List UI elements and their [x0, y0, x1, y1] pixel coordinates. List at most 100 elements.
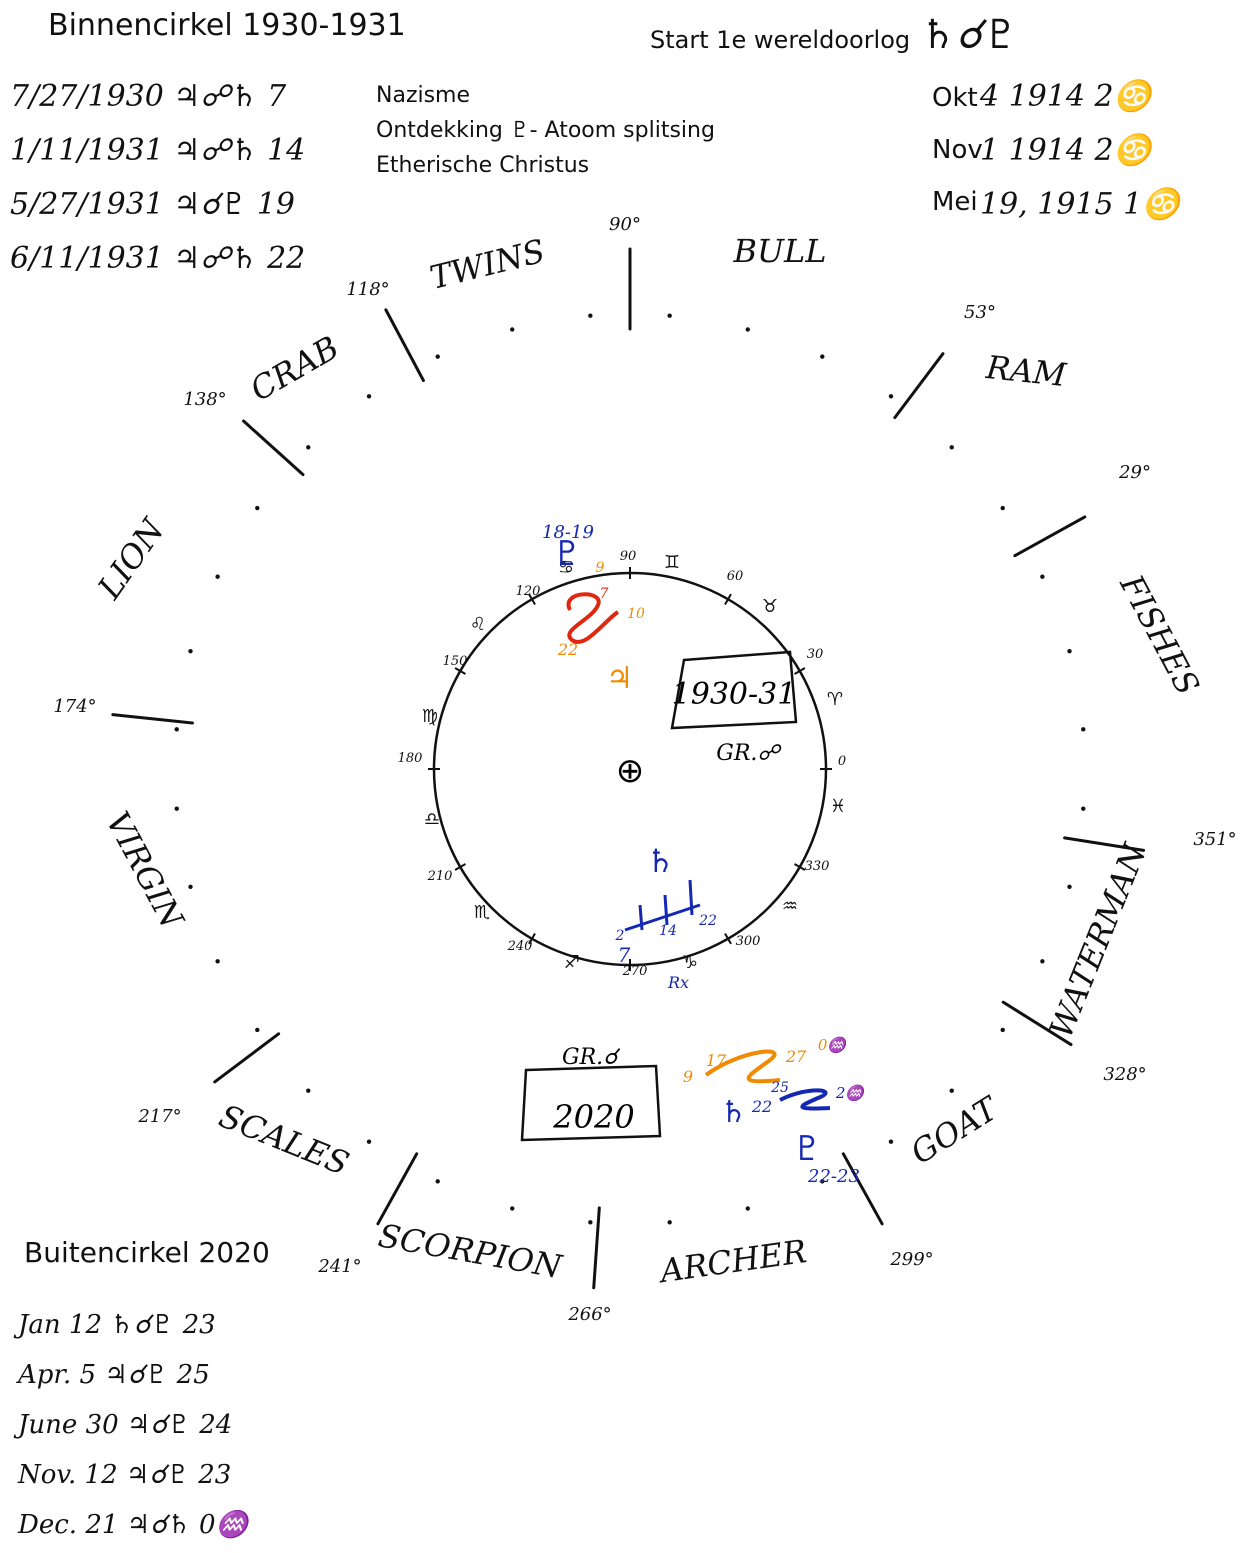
- inner-degree-label: 90: [620, 549, 637, 564]
- inner-sign-icon: ♌: [470, 614, 486, 635]
- inner-bottom-number: 2: [615, 928, 625, 944]
- ring-dot: [306, 445, 311, 450]
- outer-jupiter-number: 0♒: [818, 1036, 850, 1054]
- ring-dot: [820, 354, 825, 359]
- inner-degree-label: 120: [516, 584, 541, 599]
- inner-aspect-list: 7/27/1930 ♃☍♄ 7 1/11/1931 ♃☍♄ 14 5/27/19…: [10, 70, 305, 286]
- sign-boundary-line: [384, 308, 425, 383]
- sign-boundary-line: [592, 1206, 601, 1290]
- month-nov: Nov: [932, 135, 983, 165]
- ring-dot: [949, 1088, 954, 1093]
- outer-aspect-row: June 30 ♃☌♇ 24: [18, 1410, 233, 1440]
- month-mei: Mei: [932, 187, 978, 217]
- sign-boundary-line: [1013, 515, 1087, 558]
- inner-aspect-row: 1/11/1931 ♃☍♄ 14: [10, 133, 306, 168]
- zodiac-sign-labels: BULL TWINS CRAB RAM LION FISHES VIRGIN WATERMAN…: [90, 232, 1207, 1291]
- inner-saturn-loops: [624, 879, 701, 932]
- ring-dot: [667, 1220, 672, 1225]
- inner-sign-glyphs: ♊ ♉ ♋ ♌ ♈ ♍ ♓ ♎ ♒ ♏ ♑ ♐: [422, 552, 846, 973]
- outer-degree-label: 118°: [346, 279, 389, 300]
- inner-degree-label: 180: [398, 751, 423, 766]
- inner-top-number: 10: [627, 606, 645, 622]
- sign-boundary-line: [242, 419, 305, 477]
- outer-year-label: 2020: [552, 1098, 634, 1136]
- inner-bottom-numbers: 2 14 22 7: [615, 913, 717, 967]
- outer-degree-label: 90°: [609, 214, 641, 235]
- ring-dot: [174, 727, 179, 732]
- inner-tick: [454, 667, 466, 675]
- inner-sign-icon: ♒: [782, 896, 798, 917]
- inner-year-label: 1930-31: [672, 677, 797, 712]
- outer-aspect-list: Jan 12 ♄☌♇ 23 Apr. 5 ♃☌♇ 25 June 30 ♃☌♇ …: [18, 1300, 248, 1550]
- ring-dot: [888, 394, 894, 399]
- sign-label: FISHES: [1112, 568, 1207, 701]
- sign-label: GOAT: [904, 1088, 1007, 1172]
- inner-tick: [724, 933, 732, 945]
- inner-aspect-row: 6/11/1931 ♃☍♄ 22: [10, 241, 306, 276]
- inner-circle-ticks: [428, 567, 832, 971]
- outer-degree-label: 138°: [183, 389, 226, 410]
- inner-degree-label: 210: [427, 869, 453, 884]
- ring-dot: [888, 1139, 894, 1144]
- inner-sign-icon: ♓: [830, 796, 846, 817]
- ring-dot: [215, 574, 220, 579]
- inner-tick: [528, 593, 536, 605]
- sign-label: TWINS: [426, 232, 549, 297]
- wwi-date-row: 19, 1915 1♋: [980, 187, 1180, 222]
- ring-dot: [1040, 959, 1045, 964]
- inner-sign-icon: ♉: [762, 596, 778, 617]
- sign-boundary-line: [893, 352, 945, 420]
- inner-degree-label: 150: [443, 654, 468, 669]
- inner-sign-icon: ♈: [827, 689, 843, 710]
- outer-aspect-row: Apr. 5 ♃☌♇ 25: [18, 1360, 210, 1390]
- saturn-icon: ♄: [646, 842, 675, 880]
- ring-dot: [1000, 505, 1005, 511]
- sign-label: CRAB: [244, 328, 345, 409]
- outer-sign-boundaries: [111, 247, 1146, 1290]
- outer-degree-label: 241°: [317, 1256, 361, 1277]
- inner-degree-label: 330: [805, 859, 830, 874]
- inner-aspect-row: 5/27/1931 ♃☌♇ 19: [10, 187, 295, 222]
- outer-aspect-row: Dec. 21 ♃☌♄ 0♒: [18, 1510, 248, 1540]
- ring-dot: [255, 1027, 260, 1033]
- sign-boundary-line: [376, 1152, 419, 1226]
- ring-dot: [255, 505, 260, 511]
- sign-boundary-line: [111, 713, 194, 725]
- jupiter-icon: ♃: [606, 661, 633, 696]
- inner-sign-icon: ♑: [682, 952, 698, 973]
- outer-pluto-icon: ♇: [792, 1129, 822, 1169]
- outer-jupiter-loop: [704, 1049, 781, 1084]
- event-etheric-christ: Etherische Christus: [376, 153, 590, 178]
- wwi-date-row: 1 1914 2♋: [980, 133, 1151, 168]
- outer-saturn-number: 22: [751, 1097, 772, 1116]
- inner-bottom-number: 7: [618, 943, 631, 967]
- outer-saturn-loop: [779, 1088, 831, 1111]
- inner-sign-icon: ♋: [558, 557, 574, 578]
- inner-top-number: 22: [557, 640, 578, 659]
- ring-dot: [1081, 806, 1086, 811]
- outer-saturn-number: 2♒: [835, 1084, 868, 1102]
- inner-year-box: [670, 650, 798, 730]
- sign-boundary-line: [213, 1032, 281, 1084]
- sign-boundary-line: [1063, 836, 1146, 852]
- event-nazism: Nazisme: [376, 83, 471, 108]
- sign-boundary-line: [1001, 1000, 1073, 1047]
- outer-saturn-icon: ♄: [720, 1095, 747, 1130]
- sign-label: WATERMAN: [1042, 838, 1155, 1044]
- inner-tick: [454, 863, 466, 871]
- ring-dot: [435, 1179, 440, 1184]
- ring-dot: [820, 1179, 825, 1184]
- inner-top-number: 9: [596, 560, 605, 576]
- sign-boundary-line: [841, 1152, 884, 1226]
- inner-tick: [724, 593, 732, 605]
- outer-great-conjunction-label: GR.☌: [562, 1045, 621, 1070]
- sign-label: BULL: [733, 232, 827, 270]
- outer-degree-label: 217°: [137, 1106, 181, 1127]
- sign-label: ARCHER: [655, 1232, 809, 1291]
- ring-dot: [188, 884, 193, 889]
- inner-sign-icon: ♐: [564, 952, 580, 973]
- outer-jupiter-number: 9: [683, 1067, 693, 1086]
- wwi-date-row: 4 1914 2♋: [980, 79, 1151, 114]
